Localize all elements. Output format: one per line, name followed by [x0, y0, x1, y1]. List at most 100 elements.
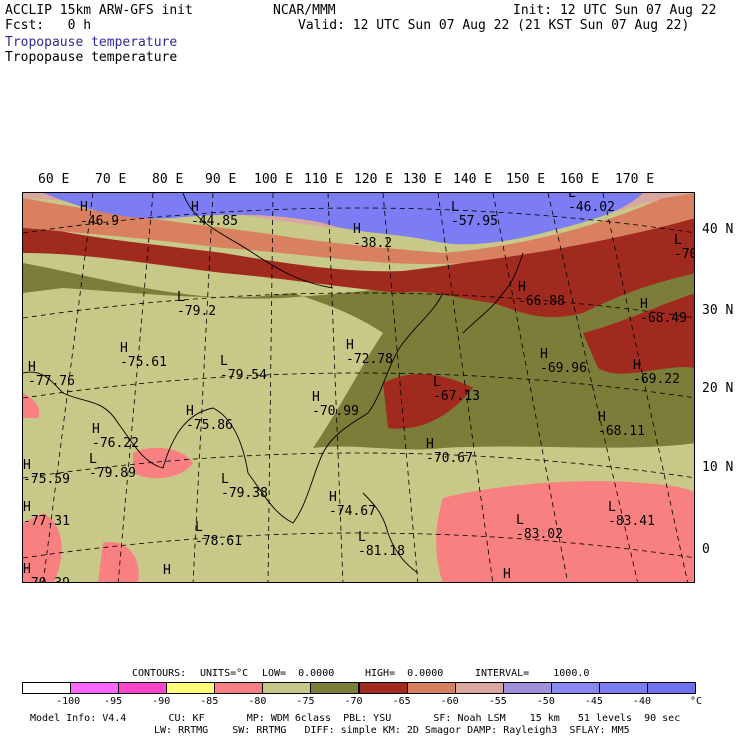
shading-band	[23, 203, 694, 318]
longitude-line	[382, 193, 419, 582]
coastline	[23, 292, 444, 524]
contour-high: HIGH= 0.0000	[365, 668, 444, 679]
coastline	[462, 252, 524, 334]
high-marker: H -75.59	[23, 458, 70, 487]
color-bar-label: -100	[56, 696, 81, 707]
longitude-line	[267, 193, 274, 582]
forecast-hour: Fcst: 0 h	[5, 18, 92, 33]
lon-label: 120 E	[354, 172, 394, 187]
latitude-line	[23, 372, 694, 399]
shading-band	[23, 393, 40, 418]
high-marker: H -70.67	[426, 437, 473, 466]
high-marker: H -74.67	[329, 490, 376, 519]
low-marker: L -79.2	[177, 290, 217, 319]
shading-band	[43, 193, 643, 245]
low-marker: L -79.54	[220, 354, 267, 383]
shading-band	[98, 542, 139, 582]
low-marker: L -79.38	[221, 472, 268, 501]
color-bar-swatch	[454, 682, 504, 694]
border-line	[182, 193, 334, 289]
color-bar-swatch	[166, 682, 216, 694]
high-marker: H	[503, 567, 511, 582]
color-bar-label: -45	[584, 696, 603, 707]
lat-label: 10 N	[702, 460, 734, 475]
high-marker: H -69.22	[633, 358, 680, 387]
longitude-line	[117, 193, 154, 582]
color-bar-label: -75	[296, 696, 315, 707]
longitude-line	[602, 193, 688, 582]
high-marker: H -77.31	[23, 500, 70, 529]
high-marker: H -68.11	[598, 410, 645, 439]
lat-label: 0	[702, 542, 710, 557]
lat-label: 40 N	[702, 222, 734, 237]
color-bar-swatch	[502, 682, 552, 694]
color-bar-swatch	[22, 682, 72, 694]
lon-label: 90 E	[205, 172, 237, 187]
low-marker: L -78.61	[195, 520, 242, 549]
lon-label: 170 E	[615, 172, 655, 187]
shading-band	[133, 447, 193, 479]
low-marker: L -67.13	[433, 375, 480, 404]
color-bar-swatch	[262, 682, 312, 694]
longitude-line	[327, 193, 344, 582]
latitude-line	[23, 207, 694, 234]
map-canvas	[23, 193, 694, 582]
lon-label: 140 E	[453, 172, 493, 187]
contour-field-title: Tropopause temperature	[5, 50, 178, 65]
color-bar-swatch	[358, 682, 408, 694]
color-bar-label: -90	[152, 696, 171, 707]
contour-interval: INTERVAL= 1000.0	[475, 668, 590, 679]
low-marker: L -83.41	[608, 500, 655, 529]
low-marker: L -70.46	[674, 233, 694, 262]
color-bar-label: -80	[248, 696, 267, 707]
color-bar-unit: °C	[690, 696, 703, 707]
model-title: ACCLIP 15km ARW-GFS init	[5, 3, 193, 18]
longitude-line	[192, 193, 214, 582]
color-bar-swatch	[646, 682, 696, 694]
lon-label: 150 E	[506, 172, 546, 187]
shading-band	[23, 513, 62, 582]
longitude-line	[547, 193, 638, 582]
shading-band	[23, 193, 694, 264]
lon-label: 130 E	[403, 172, 443, 187]
lat-label: 30 N	[702, 303, 734, 318]
color-bar-swatch	[118, 682, 168, 694]
color-bar-label: -85	[200, 696, 219, 707]
longitude-line	[437, 193, 494, 582]
lon-label: 80 E	[152, 172, 184, 187]
lon-label: 110 E	[304, 172, 344, 187]
shading-band	[583, 293, 694, 374]
high-marker: H -68.49	[640, 297, 687, 326]
color-bar-swatch	[310, 682, 360, 694]
color-bar-label: -55	[488, 696, 507, 707]
lat-label: 20 N	[702, 381, 734, 396]
high-marker: H -70.39	[23, 562, 70, 583]
high-marker: H -75.61	[120, 341, 167, 370]
shaded-field-title: Tropopause temperature	[5, 35, 178, 50]
color-bar-swatch	[70, 682, 120, 694]
contour-low: LOW= 0.0000	[262, 668, 335, 679]
high-marker: H -72.78	[346, 338, 393, 367]
low-marker: L -81.18	[358, 530, 405, 559]
color-bar-swatch	[598, 682, 648, 694]
color-bar-label: -70	[344, 696, 363, 707]
color-bar-label: -40	[632, 696, 651, 707]
coastline	[362, 492, 419, 574]
lon-label: 160 E	[560, 172, 600, 187]
low-marker: L -57.95	[451, 200, 498, 229]
model-info: Model Info: V4.4 CU: KF MP: WDM 6class P…	[30, 713, 681, 724]
high-marker: H -38.2	[353, 222, 393, 251]
lon-label: 100 E	[254, 172, 294, 187]
high-marker: H -75.86	[186, 404, 233, 433]
color-bar-label: -50	[536, 696, 555, 707]
longitude-line	[492, 193, 569, 582]
high-marker: H -77.76	[28, 360, 75, 389]
lon-label: 60 E	[38, 172, 70, 187]
latitude-line	[23, 452, 694, 479]
color-bar-swatch	[406, 682, 456, 694]
high-marker: H -66.88	[518, 280, 565, 309]
low-marker: L -83.02	[516, 513, 563, 542]
high-marker: H -69.96	[540, 347, 587, 376]
low-marker: L -79.89	[89, 452, 136, 481]
latitude-line	[23, 532, 694, 559]
